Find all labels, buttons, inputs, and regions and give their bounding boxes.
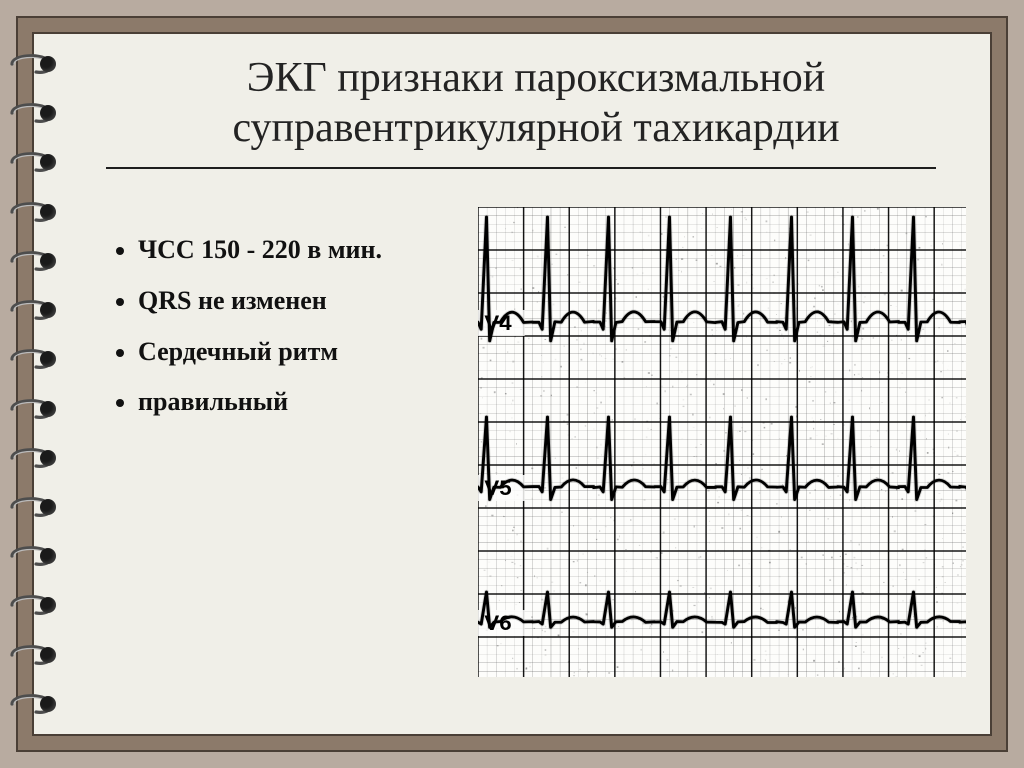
bullet-item: правильный <box>138 379 470 426</box>
bullet-list: ЧСС 150 - 220 в мин.QRS не измененСердеч… <box>106 207 470 677</box>
notebook-spiral <box>6 52 62 716</box>
lead-label-v6: V6 <box>484 611 511 635</box>
bullet-item: QRS не изменен <box>138 278 470 325</box>
slide-content: ЭКГ признаки пароксизмальной суправентри… <box>106 54 966 714</box>
slide-inner-frame: ЭКГ признаки пароксизмальной суправентри… <box>32 32 992 736</box>
spiral-ring <box>6 593 62 617</box>
slide-title: ЭКГ признаки пароксизмальной суправентри… <box>126 54 946 153</box>
ecg-chart: V4 V5 V6 <box>478 207 966 677</box>
spiral-ring <box>6 397 62 421</box>
title-divider <box>106 167 936 169</box>
slide-body: ЧСС 150 - 220 в мин.QRS не измененСердеч… <box>106 207 966 677</box>
spiral-ring <box>6 200 62 224</box>
lead-label-v4: V4 <box>484 311 511 335</box>
title-line-2: суправентрикулярной тахикардии <box>232 105 839 151</box>
title-line-1: ЭКГ признаки пароксизмальной <box>247 55 826 101</box>
spiral-ring <box>6 446 62 470</box>
spiral-ring <box>6 544 62 568</box>
lead-label-v5: V5 <box>484 476 511 500</box>
bullet-item: Сердечный ритм <box>138 329 470 376</box>
spiral-ring <box>6 692 62 716</box>
spiral-ring <box>6 643 62 667</box>
spiral-ring <box>6 249 62 273</box>
spiral-ring <box>6 150 62 174</box>
bullet-item: ЧСС 150 - 220 в мин. <box>138 227 470 274</box>
spiral-ring <box>6 298 62 322</box>
spiral-ring <box>6 495 62 519</box>
spiral-ring <box>6 101 62 125</box>
slide-outer-frame: ЭКГ признаки пароксизмальной суправентри… <box>16 16 1008 752</box>
spiral-ring <box>6 347 62 371</box>
spiral-ring <box>6 52 62 76</box>
